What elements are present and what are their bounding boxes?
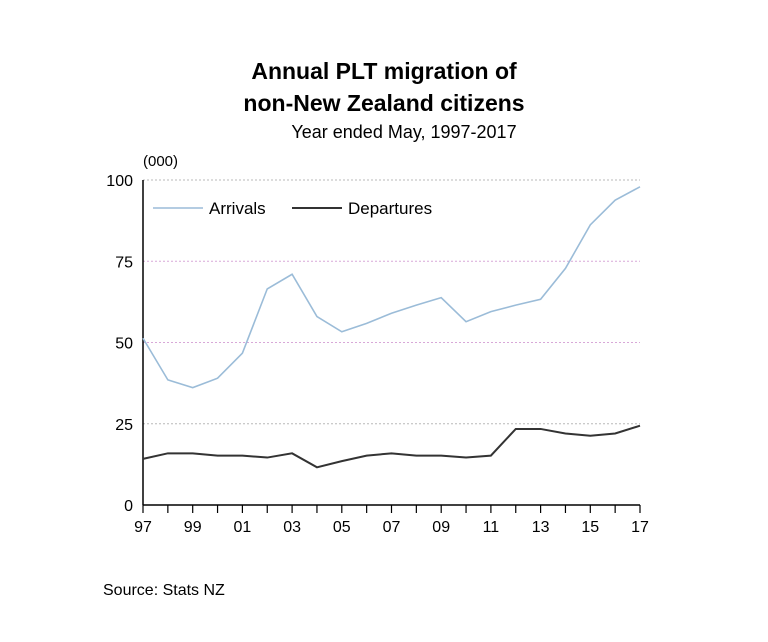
unit-label: (000): [143, 153, 179, 170]
series-line-departures: [142, 424, 641, 469]
y-tick-label: 75: [115, 254, 133, 271]
y-tick-label: 25: [115, 417, 133, 434]
x-tick-label: 11: [483, 519, 500, 536]
x-tick-label: 01: [234, 519, 252, 536]
x-tick-label: 05: [333, 519, 351, 536]
x-tick-label: 13: [532, 519, 550, 536]
x-tick-label: 09: [432, 519, 450, 536]
y-tick-label: 50: [115, 336, 133, 353]
x-tick-label: 15: [581, 519, 599, 536]
y-tick-label: 100: [106, 173, 133, 190]
chart-subtitle: Year ended May, 1997-2017: [291, 122, 517, 142]
x-tick-label: 03: [283, 519, 301, 536]
x-tick-label: 97: [134, 519, 152, 536]
x-tick-label: 17: [631, 519, 649, 536]
chart-title-line-2: non-New Zealand citizens: [243, 90, 525, 116]
source-note: Source: Stats NZ: [103, 582, 225, 599]
chart-title-line-1: Annual PLT migration of: [251, 58, 517, 84]
legend-label: Departures: [348, 199, 432, 218]
x-tick-label: 07: [383, 519, 401, 536]
y-tick-label: 0: [124, 498, 133, 515]
x-tick-label: 99: [184, 519, 202, 536]
legend-label: Arrivals: [209, 199, 266, 218]
